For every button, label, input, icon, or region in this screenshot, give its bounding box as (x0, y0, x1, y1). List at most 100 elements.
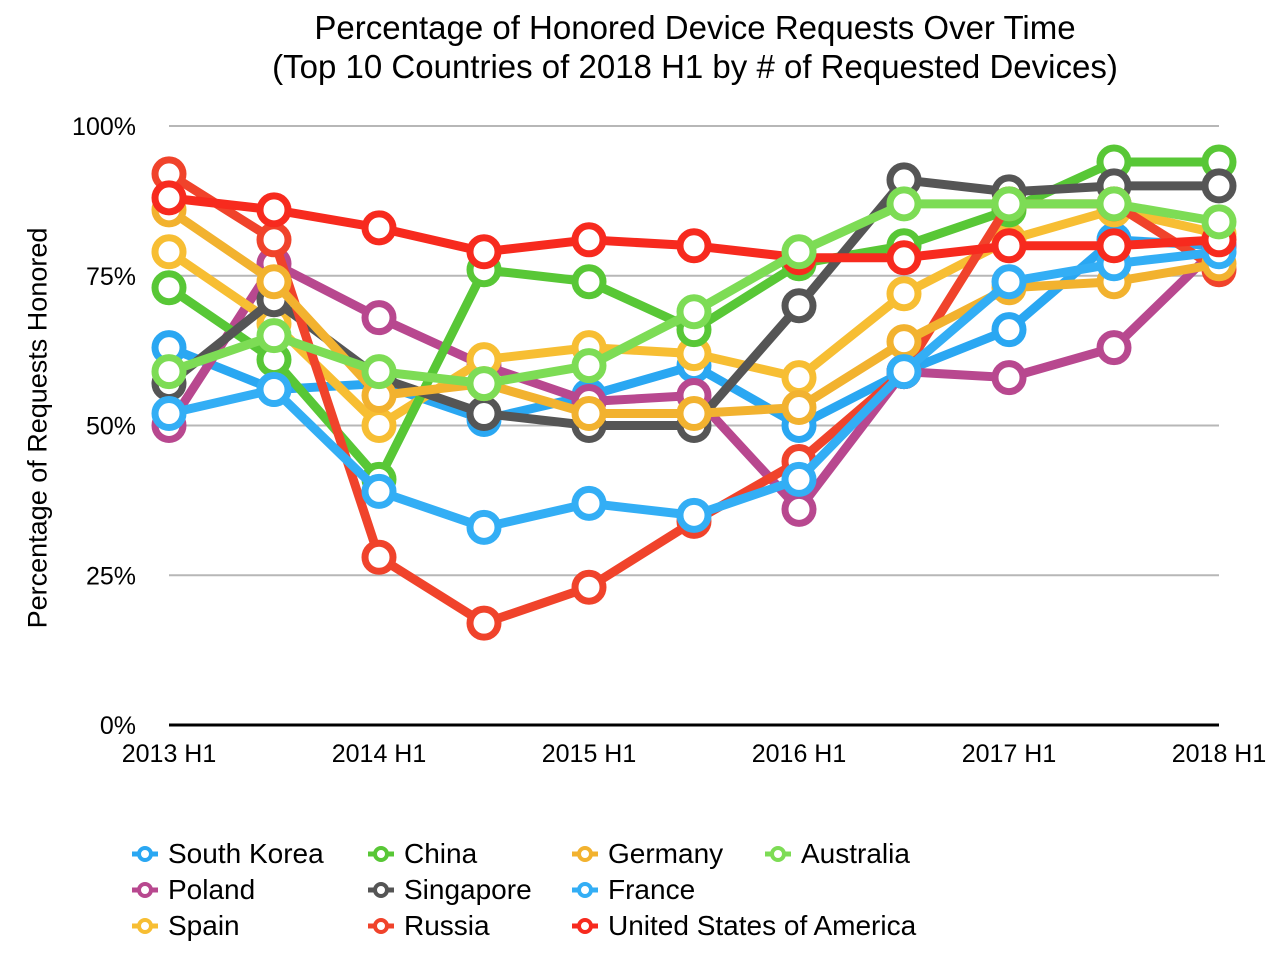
data-point (676, 294, 712, 330)
legend-label: Spain (168, 910, 240, 941)
x-tick-label: 2016 H1 (752, 740, 847, 768)
data-point (781, 360, 817, 396)
data-point (781, 390, 817, 426)
data-point (256, 318, 292, 354)
data-point (991, 264, 1027, 300)
legend-swatch-icon (368, 846, 394, 862)
data-point (886, 276, 922, 312)
line-chart: 0%25%50%75%100% 2013 H1 2014 H1 2015 H1 201… (72, 113, 1267, 768)
data-point (256, 264, 292, 300)
series-united-states-of-america (151, 180, 1237, 276)
data-point (361, 408, 397, 443)
legend-item-poland: Poland (130, 874, 255, 906)
legend-swatch-icon (368, 918, 394, 934)
data-point (571, 222, 607, 258)
legend-item-south-korea: South Korea (130, 838, 324, 870)
data-point (571, 485, 607, 521)
x-axis-ticks: 2013 H1 2014 H1 2015 H1 2016 H1 2017 H1 2018 … (122, 740, 1267, 768)
data-point (151, 354, 187, 390)
data-point (151, 396, 187, 432)
series-australia (151, 186, 1237, 402)
data-point (466, 234, 502, 270)
data-point (256, 372, 292, 408)
data-point (886, 240, 922, 276)
legend-item-spain: Spain (130, 910, 240, 942)
data-point (151, 234, 187, 270)
data-point (676, 396, 712, 432)
y-axis-ticks: 0% 25% 50% 75% 100% (72, 113, 136, 740)
legend-item-france: France (570, 874, 695, 906)
legend-item-australia: Australia (763, 838, 910, 870)
legend-label: Germany (608, 838, 724, 869)
data-point (361, 354, 397, 390)
y-tick-label: 75% (86, 263, 136, 291)
x-tick-label: 2014 H1 (332, 740, 427, 768)
legend-label: South Korea (168, 838, 324, 869)
legend-swatch-icon (572, 882, 598, 898)
legend-item-china: China (366, 838, 477, 870)
data-point (571, 264, 607, 300)
data-point (781, 491, 817, 527)
chart-title-line-1: Percentage of Honored Device Requests Ov… (314, 9, 1076, 46)
data-point (886, 324, 922, 360)
data-point (781, 461, 817, 497)
legend-label: Poland (168, 874, 256, 905)
legend-swatch-icon (132, 846, 158, 862)
legend-item-germany: Germany (570, 838, 723, 870)
data-point (991, 312, 1027, 348)
data-point (781, 288, 817, 324)
data-point (256, 222, 292, 258)
x-tick-label: 2015 H1 (542, 740, 637, 768)
y-tick-label: 0% (100, 712, 136, 740)
data-point (151, 180, 187, 216)
legend-swatch-icon (765, 846, 791, 862)
data-point (466, 605, 502, 641)
data-point (1096, 186, 1132, 222)
data-point (886, 186, 922, 222)
data-point (781, 234, 817, 270)
legend-item-singapore: Singapore (366, 874, 532, 906)
data-point (361, 210, 397, 246)
data-point (886, 354, 922, 390)
data-point (571, 348, 607, 384)
legend-swatch-icon (572, 918, 598, 934)
data-point (151, 270, 187, 306)
data-point (256, 192, 292, 228)
data-point (361, 300, 397, 336)
y-tick-label: 100% (72, 113, 136, 141)
series-layer (151, 144, 1237, 641)
x-tick-label: 2018 H1 (1172, 740, 1267, 768)
data-point (991, 186, 1027, 222)
data-point (571, 569, 607, 605)
data-point (1096, 330, 1132, 366)
legend-label: Russia (404, 910, 490, 941)
data-point (361, 539, 397, 575)
legend-label: United States of America (608, 910, 917, 941)
legend-label: France (608, 874, 696, 905)
legend-swatch-icon (572, 846, 598, 862)
chart-title: Percentage of Honored Device Requests Ov… (0, 8, 1286, 86)
x-tick-label: 2017 H1 (962, 740, 1057, 768)
data-point (466, 366, 502, 402)
data-point (991, 360, 1027, 396)
y-tick-label: 50% (86, 413, 136, 441)
data-point (676, 497, 712, 533)
legend-item-russia: Russia (366, 910, 490, 942)
legend-item-united-states-of-america: United States of America (570, 910, 916, 942)
legend-label: Australia (801, 838, 910, 869)
data-point (1096, 228, 1132, 264)
chart-title-line-2: (Top 10 Countries of 2018 H1 by # of Req… (272, 48, 1118, 85)
data-point (571, 396, 607, 432)
legend-swatch-icon (368, 882, 394, 898)
legend-label: China (404, 838, 478, 869)
x-tick-label: 2013 H1 (122, 740, 217, 768)
legend-swatch-icon (132, 918, 158, 934)
data-point (676, 228, 712, 264)
legend-swatch-icon (132, 882, 158, 898)
data-point (466, 509, 502, 545)
data-point (991, 228, 1027, 264)
data-point (1201, 204, 1237, 240)
data-point (466, 396, 502, 432)
legend-label: Singapore (404, 874, 532, 905)
y-tick-label: 25% (86, 562, 136, 590)
